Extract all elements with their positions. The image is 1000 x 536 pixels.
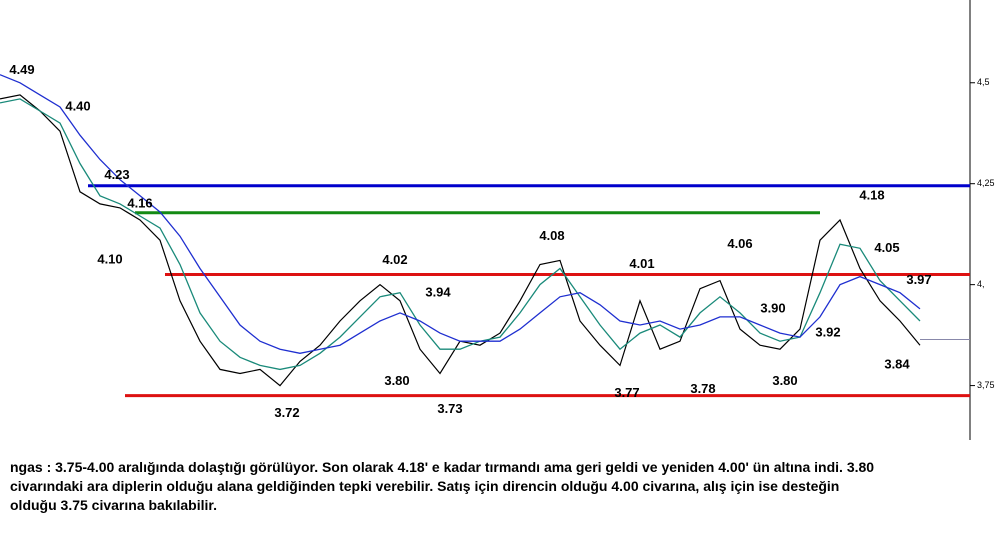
- price-annotation: 3.77: [614, 385, 639, 400]
- series-line: [0, 74, 921, 354]
- price-annotation: 3.94: [425, 284, 451, 299]
- price-annotation: 4.16: [127, 195, 152, 210]
- series-line: [0, 98, 921, 371]
- price-annotation: 3.80: [772, 373, 797, 388]
- price-annotation: 3.90: [760, 300, 785, 315]
- description: ngas : 3.75-4.00 aralığında dolaştığı gö…: [10, 458, 995, 515]
- price-annotation: 4.10: [97, 252, 122, 267]
- description-line: civarındaki ara diplerin olduğu alana ge…: [10, 478, 840, 494]
- chart: 4,5 4,25 4, 3,75 4.49 4.40 4.23 4.16 4.10 4.02 3.9…: [0, 0, 995, 440]
- price-annotation: 4.18: [859, 187, 884, 202]
- y-tick-label: 4,25: [977, 178, 995, 188]
- price-annotation: 4.49: [9, 62, 34, 77]
- price-annotation: 4.02: [382, 252, 407, 267]
- price-annotation: 3.80: [384, 373, 409, 388]
- series-line: [0, 94, 921, 387]
- price-annotation: 4.08: [539, 228, 564, 243]
- price-annotation: 3.97: [906, 272, 931, 287]
- description-line: ngas : 3.75-4.00 aralığında dolaştığı gö…: [10, 459, 875, 475]
- y-tick-label: 4,5: [977, 77, 990, 87]
- price-annotation: 4.01: [629, 256, 654, 271]
- price-annotation: 3.92: [815, 324, 840, 339]
- price-annotation: 4.40: [65, 99, 90, 114]
- description-line: olduğu 3.75 civarına bakılabilir.: [10, 497, 217, 513]
- price-annotation: 4.06: [727, 236, 752, 251]
- price-annotation: 4.05: [874, 240, 899, 255]
- price-annotation: 4.23: [104, 167, 129, 182]
- y-tick-label: 3,75: [977, 380, 995, 390]
- price-annotation: 3.84: [884, 357, 910, 372]
- price-annotation: 3.78: [690, 381, 715, 396]
- price-annotation: 3.72: [274, 405, 299, 420]
- price-annotation: 3.73: [437, 401, 462, 416]
- y-tick-label: 4,: [977, 279, 985, 289]
